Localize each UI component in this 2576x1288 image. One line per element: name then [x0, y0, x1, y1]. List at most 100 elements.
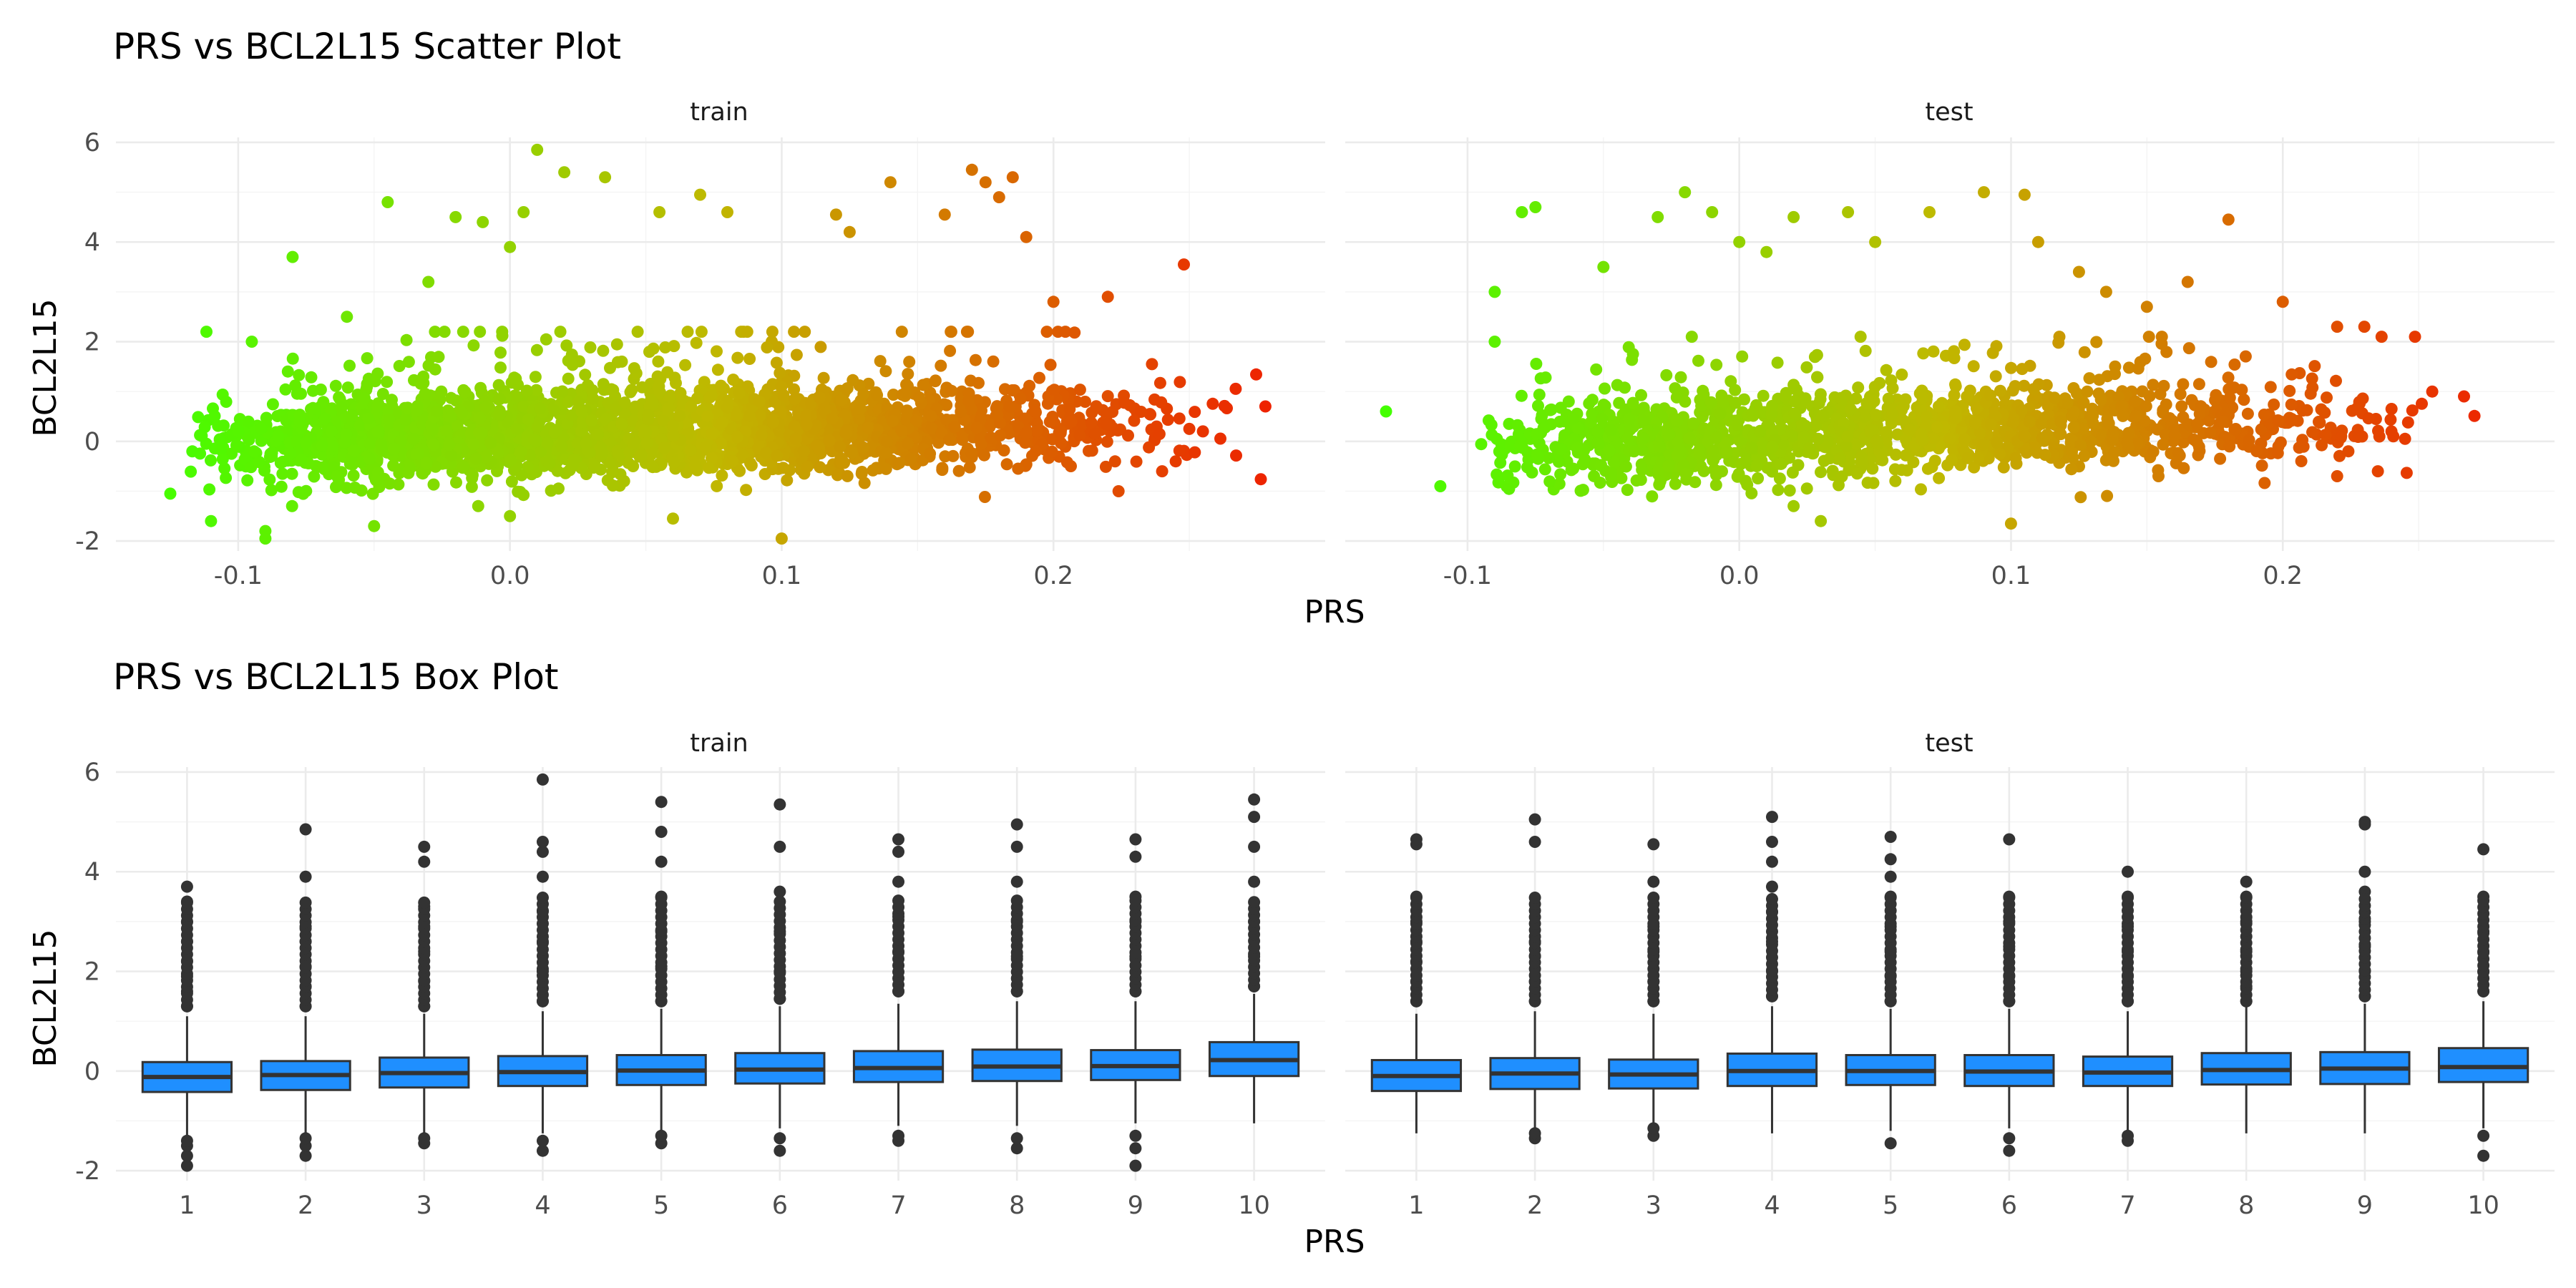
- box-outlier: [1884, 1137, 1897, 1150]
- scatter-point: [1991, 436, 2004, 449]
- scatter-point: [279, 383, 292, 396]
- box-outlier: [1129, 1159, 1142, 1172]
- scatter-point: [1961, 452, 1974, 464]
- scatter-point: [1745, 442, 1758, 455]
- scatter-point: [640, 436, 653, 449]
- scatter-point: [1529, 201, 1542, 213]
- box-outlier: [1765, 880, 1778, 893]
- box-train-8: [971, 818, 1063, 1155]
- scatter-point: [1653, 478, 1666, 491]
- scatter-point: [1594, 459, 1607, 472]
- scatter-point: [1101, 390, 1114, 403]
- scatter-point: [505, 475, 518, 488]
- box-outlier: [418, 855, 431, 868]
- scatter-point: [514, 445, 527, 458]
- scatter-point: [371, 367, 384, 380]
- scatter-point: [1538, 421, 1551, 434]
- scatter-point: [317, 461, 329, 474]
- scatter-point: [1174, 376, 1186, 389]
- box-outlier: [1010, 875, 1023, 888]
- scatter-point: [1850, 438, 1863, 451]
- scatter-point: [668, 371, 681, 384]
- scatter-point: [1876, 454, 1889, 467]
- scatter-point: [2458, 390, 2470, 403]
- scatter-point: [1697, 464, 1710, 477]
- scatter-point: [2177, 462, 2190, 474]
- box-outlier: [2358, 865, 2371, 878]
- scatter-point: [2175, 400, 2188, 413]
- scatter-point: [558, 166, 571, 179]
- scatter-point: [366, 487, 379, 500]
- scatter-point: [647, 342, 660, 355]
- scatter-point: [420, 457, 433, 469]
- scatter-point: [2160, 398, 2172, 411]
- scatter-point: [1783, 484, 1796, 497]
- scatter-point: [467, 339, 480, 352]
- scatter-point: [243, 434, 255, 447]
- scatter-point: [1720, 445, 1733, 458]
- scatter-point: [2152, 470, 2165, 482]
- scatter-point: [300, 436, 312, 449]
- scatter-point: [774, 366, 786, 379]
- scatter-point: [2241, 407, 2254, 420]
- scatter-point: [504, 240, 517, 253]
- scatter-point: [1579, 453, 1591, 466]
- scatter-point: [1543, 475, 1556, 488]
- box-test-5: [1845, 831, 1936, 1150]
- scatter-point: [2009, 452, 2022, 464]
- box-outlier: [2122, 1129, 2135, 1142]
- scatter-point: [690, 336, 703, 349]
- scatter-point: [2223, 391, 2236, 404]
- scatter-point: [459, 386, 472, 399]
- scatter-point: [220, 472, 233, 484]
- scatter-point: [1156, 465, 1169, 478]
- scatter-point: [970, 421, 983, 434]
- scatter-point: [1628, 445, 1640, 458]
- scatter-point: [1621, 484, 1634, 497]
- scatter-point: [477, 215, 489, 228]
- scatter-point: [295, 387, 307, 400]
- box-outlier: [180, 880, 193, 893]
- scatter-point: [2147, 445, 2160, 458]
- scatter-point: [1635, 389, 1647, 401]
- scatter-point: [929, 375, 942, 388]
- scatter-point: [1679, 467, 1692, 480]
- scatter-point: [2321, 391, 2333, 404]
- scatter-point: [1736, 350, 1749, 363]
- scatter-point: [811, 439, 824, 452]
- scatter-point: [1553, 477, 1566, 490]
- scatter-point: [705, 452, 718, 464]
- scatter-point: [1740, 455, 1752, 467]
- box-x-tick-label: 10: [1238, 1191, 1270, 1220]
- scatter-point: [1800, 482, 1813, 495]
- box-outlier: [2003, 833, 2016, 846]
- scatter-point: [1530, 358, 1543, 370]
- scatter-y-axis-title: BCL2L15: [27, 298, 64, 436]
- scatter-point: [1532, 399, 1544, 412]
- scatter-point: [733, 464, 746, 477]
- scatter-point: [936, 464, 949, 477]
- scatter-point: [770, 356, 783, 369]
- box-y-tick-label: 2: [84, 958, 100, 987]
- scatter-point: [984, 418, 997, 431]
- scatter-point: [1552, 455, 1565, 468]
- box-outlier: [1765, 836, 1778, 848]
- scatter-point: [588, 460, 601, 473]
- scatter-point: [2090, 336, 2103, 348]
- scatter-point: [965, 447, 978, 459]
- scatter-point: [1590, 363, 1603, 376]
- box-outlier: [1765, 811, 1778, 824]
- scatter-point: [880, 447, 893, 459]
- scatter-point: [1958, 338, 1971, 351]
- scatter-point: [1626, 396, 1639, 409]
- scatter-point: [1558, 429, 1571, 441]
- scatter-point: [585, 414, 598, 427]
- scatter-point: [347, 469, 360, 482]
- scatter-point: [435, 385, 448, 398]
- scatter-point: [1574, 484, 1587, 497]
- scatter-point: [407, 432, 420, 445]
- scatter-point: [1545, 403, 1558, 416]
- scatter-point: [607, 384, 620, 396]
- scatter-point: [1153, 428, 1166, 440]
